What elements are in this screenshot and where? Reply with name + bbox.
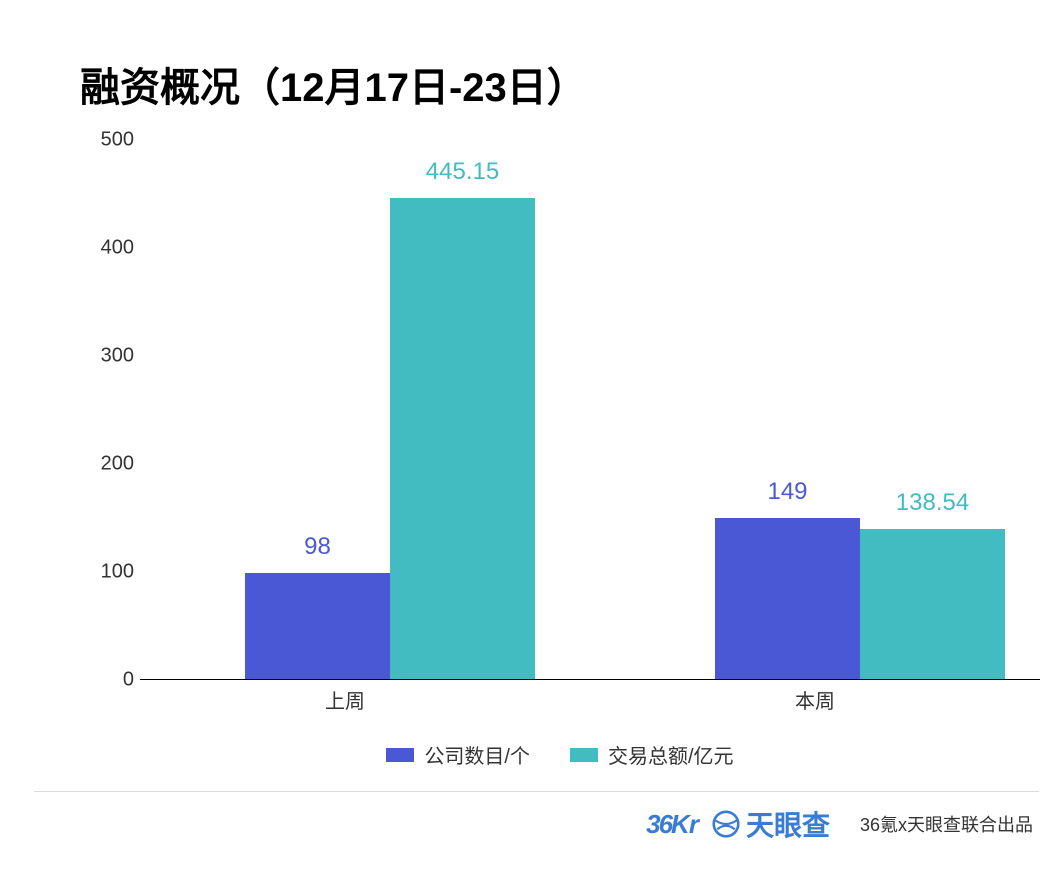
- bar-value-label: 98: [245, 533, 390, 561]
- bar-group: 149138.54: [670, 518, 1050, 679]
- footer-credit: 36氪x天眼查联合出品: [860, 811, 1033, 837]
- y-axis: 0100200300400500: [80, 140, 140, 680]
- bar-wrap: 138.54: [860, 529, 1005, 679]
- x-tick-label: 本周: [670, 685, 960, 714]
- bar-wrap: 445.15: [390, 198, 535, 679]
- logo-tianyancha-text: 天眼查: [746, 804, 830, 844]
- x-tick-label: 上周: [200, 685, 490, 714]
- bar-value-label: 149: [715, 478, 860, 506]
- chart-title: 融资概况（12月17日-23日）: [80, 55, 587, 113]
- y-tick: 0: [123, 669, 134, 692]
- bar: [390, 198, 535, 679]
- legend-item: 交易总额/亿元: [570, 740, 734, 769]
- bar-wrap: 98: [245, 573, 390, 679]
- bar-value-label: 445.15: [390, 158, 535, 186]
- legend-swatch: [386, 748, 414, 762]
- logo-tianyancha: 天眼查: [712, 804, 830, 844]
- y-tick: 500: [101, 129, 134, 152]
- legend: 公司数目/个 交易总额/亿元: [80, 740, 1040, 769]
- bar: [245, 573, 390, 679]
- globe-icon: [712, 810, 740, 838]
- legend-swatch: [570, 748, 598, 762]
- chart: 0100200300400500 98445.15上周149138.54本周 公…: [80, 140, 1040, 710]
- bar-group: 98445.15: [200, 198, 580, 679]
- plot-area: 98445.15上周149138.54本周: [140, 140, 1040, 680]
- y-tick: 100: [101, 561, 134, 584]
- legend-label: 交易总额/亿元: [608, 740, 734, 769]
- bar: [860, 529, 1005, 679]
- bar-value-label: 138.54: [860, 489, 1005, 517]
- y-tick: 200: [101, 453, 134, 476]
- logo-36kr: 36Kr: [646, 809, 698, 840]
- legend-item: 公司数目/个: [386, 740, 530, 769]
- footer: 36Kr 天眼查 36氪x天眼查联合出品: [34, 804, 1033, 844]
- y-tick: 300: [101, 345, 134, 368]
- footer-divider: [34, 791, 1039, 792]
- legend-label: 公司数目/个: [424, 740, 530, 769]
- bar-wrap: 149: [715, 518, 860, 679]
- y-tick: 400: [101, 237, 134, 260]
- bar: [715, 518, 860, 679]
- footer-logos: 36Kr 天眼查: [646, 804, 830, 844]
